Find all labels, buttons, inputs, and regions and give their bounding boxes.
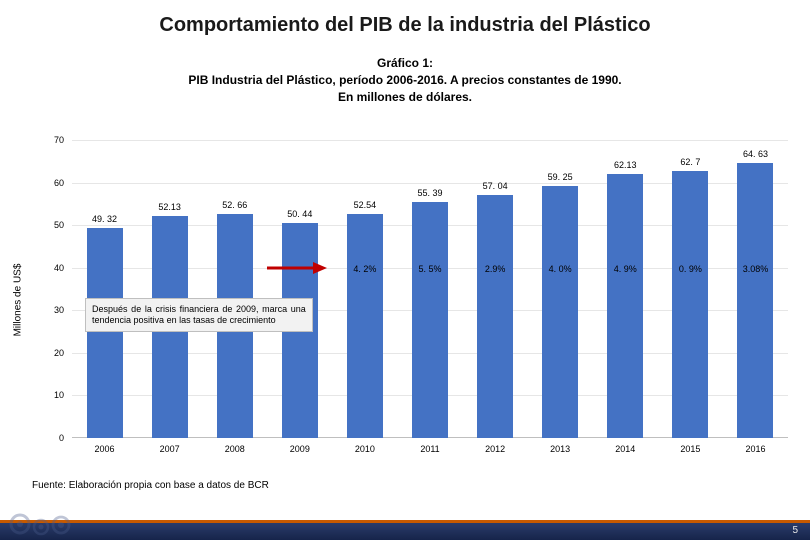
bar-value-label: 59. 25 — [548, 172, 573, 182]
y-tick: 60 — [54, 178, 64, 188]
bar-value-label: 62. 7 — [680, 157, 700, 167]
bar: 59. 25 — [542, 186, 578, 438]
bar-value-label: 64. 63 — [743, 149, 768, 159]
bar-value-label: 49. 32 — [92, 214, 117, 224]
bar-value-label: 52.13 — [158, 202, 181, 212]
y-axis-label: Millones de US$ — [13, 264, 24, 337]
bar: 52.54 — [347, 214, 383, 438]
annotation-box: Después de la crisis financiera de 2009,… — [85, 298, 313, 333]
arrow-icon — [267, 260, 327, 276]
bar-value-label: 52. 66 — [222, 200, 247, 210]
bar: 49. 32 — [87, 228, 123, 438]
bar-value-label: 57. 04 — [483, 181, 508, 191]
y-tick: 30 — [54, 305, 64, 315]
y-tick: 70 — [54, 135, 64, 145]
chart-area: Millones de US$ 01020304050607049. 32200… — [28, 140, 788, 460]
footer-bar: 5 — [0, 520, 810, 540]
bar-pct-label: 4. 0% — [549, 264, 572, 274]
x-tick: 2010 — [355, 444, 375, 454]
y-tick: 0 — [59, 433, 64, 443]
bar-pct-label: 4. 2% — [353, 264, 376, 274]
x-tick: 2012 — [485, 444, 505, 454]
y-tick: 50 — [54, 220, 64, 230]
bar: 62. 7 — [672, 171, 708, 438]
bar: 55. 39 — [412, 202, 448, 438]
x-tick: 2006 — [95, 444, 115, 454]
gridline — [72, 140, 788, 141]
bar-pct-label: 2.9% — [485, 264, 506, 274]
chart-title-l3: En millones de dólares. — [0, 89, 810, 106]
plot-region: 01020304050607049. 32200652.13200752. 66… — [72, 140, 788, 438]
bar: 57. 04 — [477, 195, 513, 438]
x-tick: 2016 — [745, 444, 765, 454]
page-title: Comportamiento del PIB de la industria d… — [0, 0, 810, 37]
slide-number: 5 — [792, 525, 798, 536]
x-tick: 2014 — [615, 444, 635, 454]
source-text: Fuente: Elaboración propia con base a da… — [32, 480, 269, 491]
bar-pct-label: 3.08% — [743, 264, 769, 274]
bar-value-label: 55. 39 — [417, 188, 442, 198]
x-tick: 2009 — [290, 444, 310, 454]
x-tick: 2013 — [550, 444, 570, 454]
bar-pct-label: 4. 9% — [614, 264, 637, 274]
chart-title: Gráfico 1: PIB Industria del Plástico, p… — [0, 37, 810, 105]
bar: 64. 63 — [737, 163, 773, 438]
y-tick: 40 — [54, 263, 64, 273]
bar-pct-label: 5. 5% — [418, 264, 441, 274]
bar-value-label: 62.13 — [614, 160, 637, 170]
y-tick: 20 — [54, 348, 64, 358]
x-tick: 2011 — [420, 444, 439, 454]
bar-pct-label: 0. 9% — [679, 264, 702, 274]
bar: 62.13 — [607, 174, 643, 438]
x-tick: 2008 — [225, 444, 245, 454]
bar-value-label: 50. 44 — [287, 209, 312, 219]
x-tick: 2007 — [160, 444, 180, 454]
y-tick: 10 — [54, 390, 64, 400]
gear-icon — [48, 512, 74, 538]
bar-value-label: 52.54 — [354, 200, 377, 210]
chart-title-l1: Gráfico 1: — [0, 55, 810, 72]
chart-title-l2: PIB Industria del Plástico, período 2006… — [0, 72, 810, 89]
x-tick: 2015 — [680, 444, 700, 454]
